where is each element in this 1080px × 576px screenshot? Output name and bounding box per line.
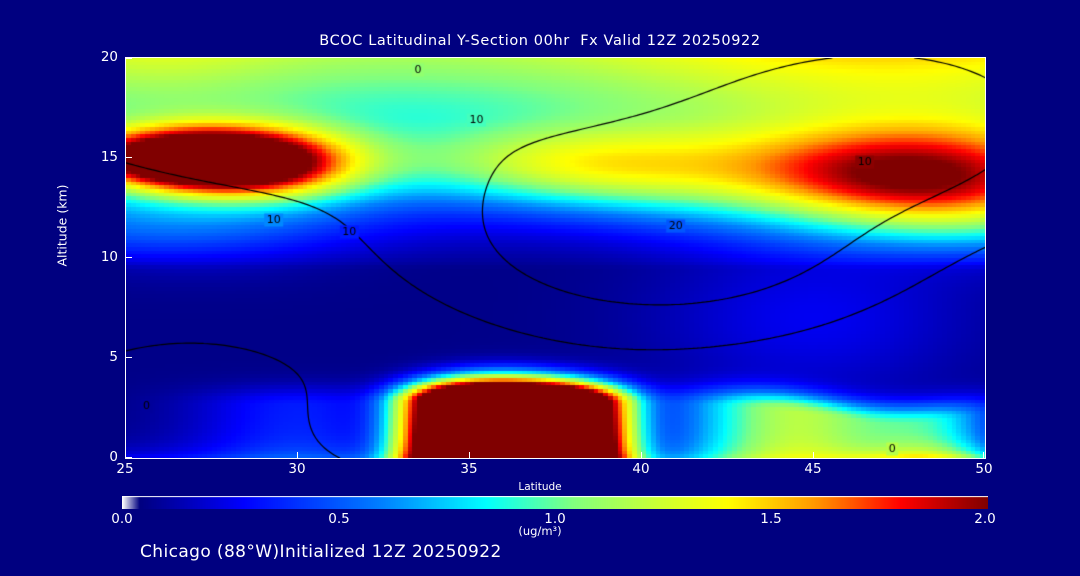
ytick-label-1: 5 [109, 349, 118, 365]
colorbar-units-label: (ug/m³) [518, 524, 562, 538]
xtick-label-3: 40 [632, 461, 650, 477]
ytick-label-3: 15 [100, 149, 118, 165]
figure-title: BCOC Latitudinal Y-Section 00hr Fx Valid… [319, 33, 761, 49]
xtick-mark-3 [641, 452, 642, 458]
colorbar-gradient [122, 496, 988, 509]
xtick-mark-5 [983, 452, 984, 458]
ytick-mark-1 [126, 357, 132, 358]
xtick-label-1: 30 [288, 461, 306, 477]
xtick-label-0: 25 [116, 461, 134, 477]
xtick-label-2: 35 [460, 461, 478, 477]
colorbar-tick-1: 0.5 [328, 511, 350, 527]
ytick-label-0: 0 [109, 449, 118, 465]
heatmap-canvas [126, 58, 985, 458]
colorbar-tick-3: 1.5 [760, 511, 782, 527]
colorbar-tick-0: 0.0 [111, 511, 133, 527]
ytick-mark-2 [126, 257, 132, 258]
ytick-mark-3 [126, 157, 132, 158]
xtick-mark-2 [469, 452, 470, 458]
colorbar-tick-2: 1.0 [544, 511, 566, 527]
xtick-mark-1 [297, 452, 298, 458]
colorbar-tick-4: 2.0 [974, 511, 996, 527]
xtick-label-4: 45 [804, 461, 822, 477]
y-axis-label: Altitude (km) [54, 184, 70, 267]
ytick-label-2: 10 [100, 249, 118, 265]
xtick-mark-0 [125, 452, 126, 458]
colorbar [122, 496, 988, 509]
ytick-mark-0 [126, 457, 132, 458]
xtick-label-5: 50 [975, 461, 993, 477]
plot-area [125, 57, 986, 459]
xtick-mark-4 [813, 452, 814, 458]
x-axis-label: Latitude [518, 481, 562, 493]
ytick-mark-4 [126, 58, 132, 59]
figure-caption: Chicago (88°W)Initialized 12Z 20250922 [140, 542, 502, 562]
ytick-label-4: 20 [100, 49, 118, 65]
